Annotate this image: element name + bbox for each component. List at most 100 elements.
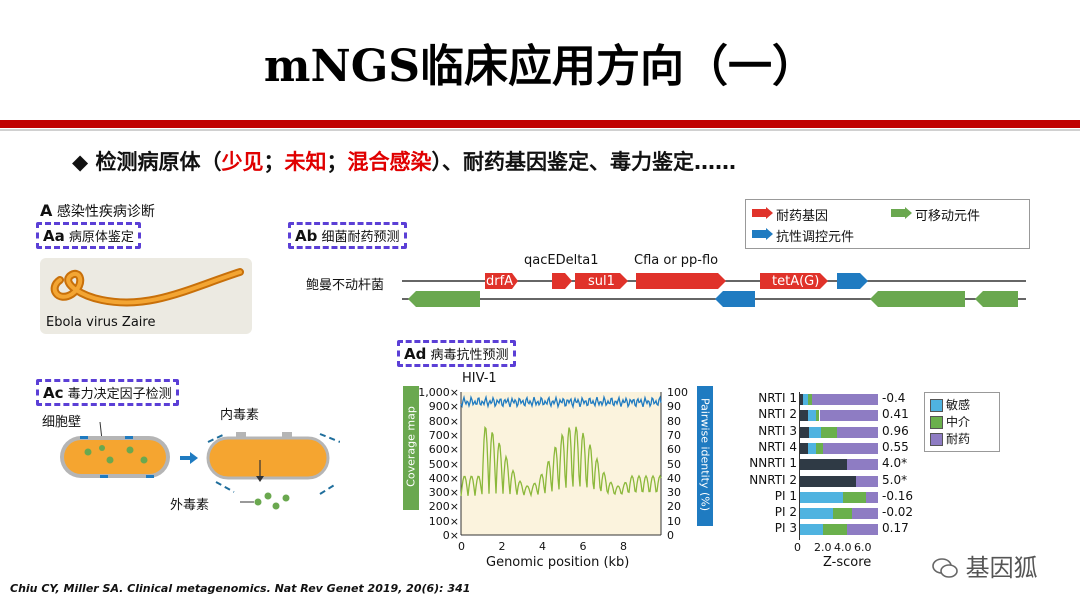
- zscore-bar-segment: [807, 442, 816, 454]
- zscore-legend-label: 中介: [946, 415, 971, 429]
- zscore-bar-segment: [823, 442, 878, 454]
- coverage-tick-label: 300×: [428, 486, 459, 500]
- zscore-bar-segment: [846, 459, 878, 471]
- coverage-tick-label: 900×: [428, 400, 459, 414]
- zscore-legend-swatch: [930, 399, 943, 412]
- ebola-image: Ebola virus Zaire: [40, 258, 252, 334]
- zscore-value: 0.41: [882, 407, 909, 422]
- zscore-bar-segment: [821, 426, 837, 438]
- panel-a-label: 感染性疾病诊断: [56, 204, 155, 220]
- panel-ac-tag: Ac 毒力决定因子检测: [36, 379, 179, 406]
- identity-tick-label: 70: [667, 428, 681, 442]
- zscore-value: 4.0*: [882, 456, 908, 471]
- coverage-tick-label: 800×: [428, 414, 459, 428]
- identity-tick-label: 50: [667, 457, 681, 471]
- zscore-bar-segment: [819, 410, 878, 422]
- bullet-mixed: 混合感染: [347, 150, 432, 174]
- identity-tick-label: 80: [667, 414, 681, 428]
- x-tick-label: 2: [498, 540, 506, 553]
- zscore-bar-segment: [800, 394, 804, 405]
- zscore-bar-segment: [812, 394, 878, 405]
- x-tick-labels: 0 2 4 6 8: [458, 540, 661, 554]
- gene-tetA-label: tetA(G): [772, 274, 820, 289]
- zscore-bar-segment: [842, 491, 867, 503]
- mobile-arrow-1: [408, 291, 480, 307]
- coverage-plot: [460, 392, 662, 536]
- organism-label: 鲍曼不动杆菌: [306, 278, 385, 293]
- zscore-bar-segment: [832, 508, 853, 520]
- mobile-arrow-2: [870, 291, 965, 307]
- zscore-bar-segment: [856, 475, 878, 487]
- zscore-category-label: NRTI 1: [758, 391, 797, 405]
- legend-mobile-element: 可移动元件: [915, 209, 981, 224]
- x-axis-title: Genomic position (kb): [486, 555, 630, 570]
- sul1-gene-arrow: [575, 273, 628, 289]
- slide-title: mNGS临床应用方向（一）: [263, 41, 817, 92]
- zscore-legend-swatch: [930, 416, 943, 429]
- gene-map: [402, 273, 1026, 307]
- lysed-bacterium-body: [206, 436, 330, 480]
- identity-tick-label: 30: [667, 486, 681, 500]
- zscore-value: 5.0*: [882, 472, 908, 487]
- identity-axis-band: Pairwise identity (%): [697, 386, 713, 526]
- zscore-bar-segment: [803, 394, 808, 405]
- coverage-tick-label: 0×: [442, 529, 459, 542]
- gene-sul1-label: sul1: [588, 274, 615, 289]
- panel-a-letter: A: [40, 201, 53, 220]
- bullet-line: ◆ 检测病原体（少见；未知；混合感染）、耐药基因鉴定、毒力鉴定……: [72, 146, 736, 176]
- regulator-arrow-1: [837, 273, 868, 289]
- x-tick-label: 6: [579, 540, 587, 553]
- zscore-tick-labels: 0 2.0 4.0 6.0: [794, 541, 894, 555]
- zscore-bar-segment: [800, 459, 847, 471]
- panel-aa-letter: Aa: [43, 227, 65, 245]
- title-underline-shadow: [0, 129, 1080, 131]
- coverage-tick-label: 200×: [428, 500, 459, 514]
- x-tick-label: 4: [539, 540, 546, 553]
- cfla-gene-arrow: [636, 273, 726, 289]
- identity-axis-title: Pairwise identity (%): [698, 397, 712, 511]
- regulator-arrow-2: [715, 291, 755, 307]
- cell-wall-label: 细胞壁: [42, 415, 82, 430]
- resistance-gene-arrow-icon: [752, 207, 773, 219]
- zscore-value: 0.96: [882, 423, 909, 438]
- zscore-tick-label: 6.0: [854, 541, 872, 554]
- panel-aa-label: 病原体鉴定: [68, 230, 134, 245]
- zscore-category-label: NNRTI 1: [749, 456, 797, 471]
- panel-ad-tag: Ad 病毒抗性预测: [397, 340, 516, 367]
- zscore-value: -0.16: [882, 488, 914, 503]
- zscore-bar-segment: [800, 410, 808, 422]
- regulatory-element-arrow-icon: [752, 228, 773, 240]
- zscore-bar-segment: [800, 491, 843, 503]
- bullet-sep2: ；: [326, 150, 348, 174]
- coverage-tick-label: 1,000×: [418, 386, 459, 399]
- identity-tick-label: 0: [667, 529, 674, 542]
- wechat-logo-icon: [932, 558, 958, 578]
- x-tick-label: 8: [620, 540, 627, 553]
- mobile-element-arrow-icon: [891, 207, 912, 219]
- identity-tick-label: 90: [667, 400, 681, 414]
- gene-cfla-label: Cfla or pp-flo: [634, 253, 719, 268]
- zscore-bar-segment: [846, 524, 878, 536]
- panel-ab-tag: Ab 细菌耐药预测: [288, 222, 407, 249]
- zscore-bar-segment: [852, 508, 878, 520]
- zscore-category-label: PI 1: [774, 488, 797, 503]
- watermark: 基因狐: [932, 548, 1038, 583]
- zscore-chart: NRTI 1 -0.4 NRTI 2 0.41 NRTI 3 0.96 NRTI 4 0.55…: [740, 391, 920, 542]
- zscore-legend-label: 耐药: [946, 432, 971, 446]
- panel-ad-label: 病毒抗性预测: [430, 348, 509, 363]
- zscore-category-label: NRTI 4: [758, 439, 797, 454]
- identity-tick-label: 60: [667, 443, 681, 457]
- panel-ad-letter: Ad: [404, 345, 427, 363]
- zscore-axis: [799, 392, 800, 540]
- title-underline: [0, 120, 1080, 128]
- zscore-tick-label: 0: [794, 541, 801, 554]
- coverage-tick-label: 400×: [428, 471, 459, 485]
- qac-gene-arrow: [552, 273, 572, 289]
- mobile-arrow-3: [975, 291, 1018, 307]
- panel-ac-letter: Ac: [43, 384, 64, 402]
- gene-qac-label: qacEDelta1: [524, 253, 599, 268]
- citation: Chiu CY, Miller SA. Clinical metagenomic…: [10, 582, 471, 595]
- zscore-value: -0.4: [882, 391, 906, 405]
- tetA-gene-arrow: [760, 273, 828, 289]
- coverage-line: [460, 425, 662, 498]
